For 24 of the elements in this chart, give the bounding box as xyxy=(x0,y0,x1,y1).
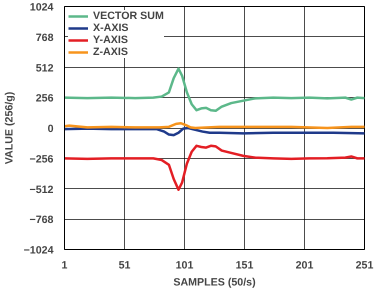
x-tick-label: 151 xyxy=(236,260,254,272)
line-series xyxy=(64,144,364,191)
legend-label: VECTOR SUM xyxy=(93,10,164,22)
x-tick-label: 1 xyxy=(62,260,68,272)
y-tick-label: −256 xyxy=(29,153,54,166)
y-tick-label: −512 xyxy=(29,184,54,196)
y-tick-label: 768 xyxy=(36,32,54,44)
y-tick-label: −1024 xyxy=(24,244,54,256)
x-tick-label: 251 xyxy=(356,260,374,272)
legend-label: X-AXIS xyxy=(93,22,129,34)
legend-label: Z-AXIS xyxy=(93,46,128,58)
y-tick-label: 512 xyxy=(36,62,54,74)
y-tick-label: 256 xyxy=(36,92,54,105)
line-series xyxy=(64,67,364,112)
y-axis-title: VALUE (256/g) xyxy=(4,91,16,164)
y-tick-label: 0 xyxy=(48,123,54,135)
y-tick-label: −768 xyxy=(29,214,54,226)
line-series xyxy=(64,126,364,136)
y-tick-label: 1024 xyxy=(30,2,54,14)
x-tick-label: 51 xyxy=(118,260,130,272)
x-axis-title: SAMPLES (50/s) xyxy=(173,276,256,288)
x-tick-label: 201 xyxy=(296,260,314,272)
x-tick-label: 101 xyxy=(176,260,194,272)
legend-label: Y-AXIS xyxy=(93,34,128,46)
